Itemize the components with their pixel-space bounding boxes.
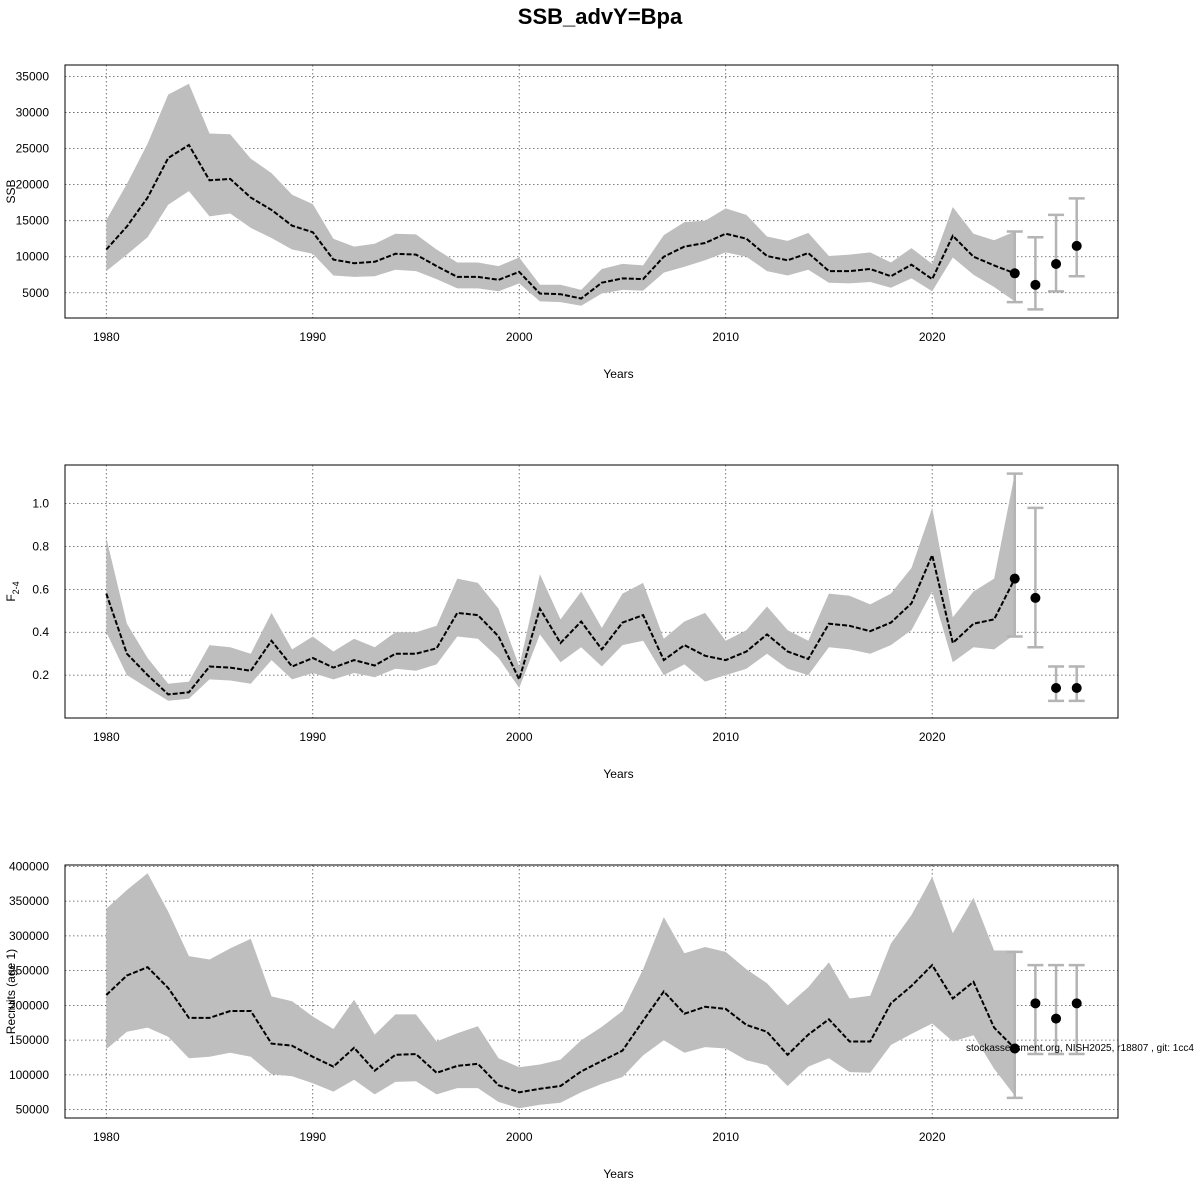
forecast-point (1030, 279, 1041, 290)
y-tick-label: 5000 (22, 286, 49, 300)
y-tick-label: 50000 (16, 1103, 50, 1117)
confidence-band (106, 473, 1015, 701)
x-axis-label: Years (603, 1167, 633, 1181)
forecast-errorbar (1048, 963, 1065, 1056)
panel-2: 1980 1990 2000 2010 2020 0.2 0.4 0.6 0.8 1.0 Years… (4, 464, 1119, 781)
forecast-point (1009, 573, 1020, 584)
x-tick-label: 2010 (712, 730, 739, 744)
estimate-line (105, 963, 1016, 1094)
forecast-point (1071, 998, 1082, 1009)
plot-frame (64, 64, 1119, 319)
chart-panels: 1980 1990 2000 2010 2020 5000 10000 15000 20000 2… (4, 64, 1119, 1181)
y-tick-label: 400000 (9, 859, 49, 873)
forecast-point (1030, 592, 1041, 603)
x-tick-label: 2020 (919, 1130, 946, 1144)
y-tick-label: 0.6 (32, 582, 49, 596)
y-tick-label: 1.0 (32, 497, 49, 511)
forecast-point (1030, 998, 1041, 1009)
y-tick-label: 200000 (9, 998, 49, 1012)
confidence-band (106, 83, 1015, 306)
x-tick-label: 2020 (919, 330, 946, 344)
y-tick-label: 350000 (9, 894, 49, 908)
x-tick-label: 2010 (712, 1130, 739, 1144)
y-tick-label: 30000 (16, 106, 50, 120)
x-tick-label: 1990 (299, 1130, 326, 1144)
forecast-errorbar (1027, 506, 1044, 649)
y-tick-label: 100000 (9, 1068, 49, 1082)
x-tick-label: 2000 (506, 730, 533, 744)
y-tick-label: 10000 (16, 250, 50, 264)
y-tick-label: 250000 (9, 964, 49, 978)
x-tick-label: 1990 (299, 730, 326, 744)
forecast-errorbar (1068, 963, 1085, 1056)
y-axis-label: Recruits (age 1) (4, 949, 18, 1034)
forecast-errorbar (1068, 197, 1085, 278)
confidence-band (106, 873, 1015, 1109)
forecast-errorbar (1006, 950, 1023, 1100)
estimate-line (105, 551, 1016, 696)
panel-3: 1980 1990 2000 2010 2020 50000 100000 150000 200… (4, 859, 1119, 1181)
x-tick-label: 2010 (712, 330, 739, 344)
forecast-errorbar (1048, 213, 1065, 293)
x-tick-label: 2000 (506, 330, 533, 344)
y-tick-label: 0.4 (32, 625, 49, 639)
x-tick-label: 2020 (919, 730, 946, 744)
y-tick-label: 15000 (16, 214, 50, 228)
y-tick-label: 25000 (16, 142, 50, 156)
y-tick-label: 0.8 (32, 539, 49, 553)
forecast-errorbar (1027, 963, 1044, 1056)
footer-note: stockassessment.org, NISH2025, r18807 , … (966, 1043, 1194, 1054)
forecast-point (1071, 682, 1082, 693)
plot-frame (64, 464, 1119, 719)
x-tick-label: 1980 (93, 330, 120, 344)
forecast-point (1051, 1013, 1062, 1024)
figure-title: SSB_advY=Bpa (518, 4, 683, 29)
forecast-point (1009, 1043, 1020, 1054)
x-axis-label: Years (603, 767, 633, 781)
x-axis-label: Years (603, 367, 633, 381)
x-tick-label: 1980 (93, 1130, 120, 1144)
plot-frame (64, 864, 1119, 1119)
forecast-point (1071, 240, 1082, 251)
y-tick-label: 150000 (9, 1033, 49, 1047)
panel-1: 1980 1990 2000 2010 2020 5000 10000 15000 20000 2… (4, 64, 1119, 381)
forecast-point (1051, 258, 1062, 269)
forecast-point (1009, 268, 1020, 279)
x-tick-label: 1980 (93, 730, 120, 744)
x-tick-label: 2000 (506, 1130, 533, 1144)
forecast-errorbar (1027, 236, 1044, 311)
forecast-errorbar (1006, 230, 1023, 304)
y-tick-label: 35000 (16, 70, 50, 84)
y-tick-label: 0.2 (32, 668, 49, 682)
y-tick-label: 300000 (9, 929, 49, 943)
forecast-errorbar (1006, 472, 1023, 638)
x-tick-label: 1990 (299, 330, 326, 344)
y-axis-label: SSB (4, 179, 18, 203)
y-tick-label: 20000 (16, 178, 50, 192)
estimate-line (105, 143, 1016, 300)
forecast-point (1051, 682, 1062, 693)
